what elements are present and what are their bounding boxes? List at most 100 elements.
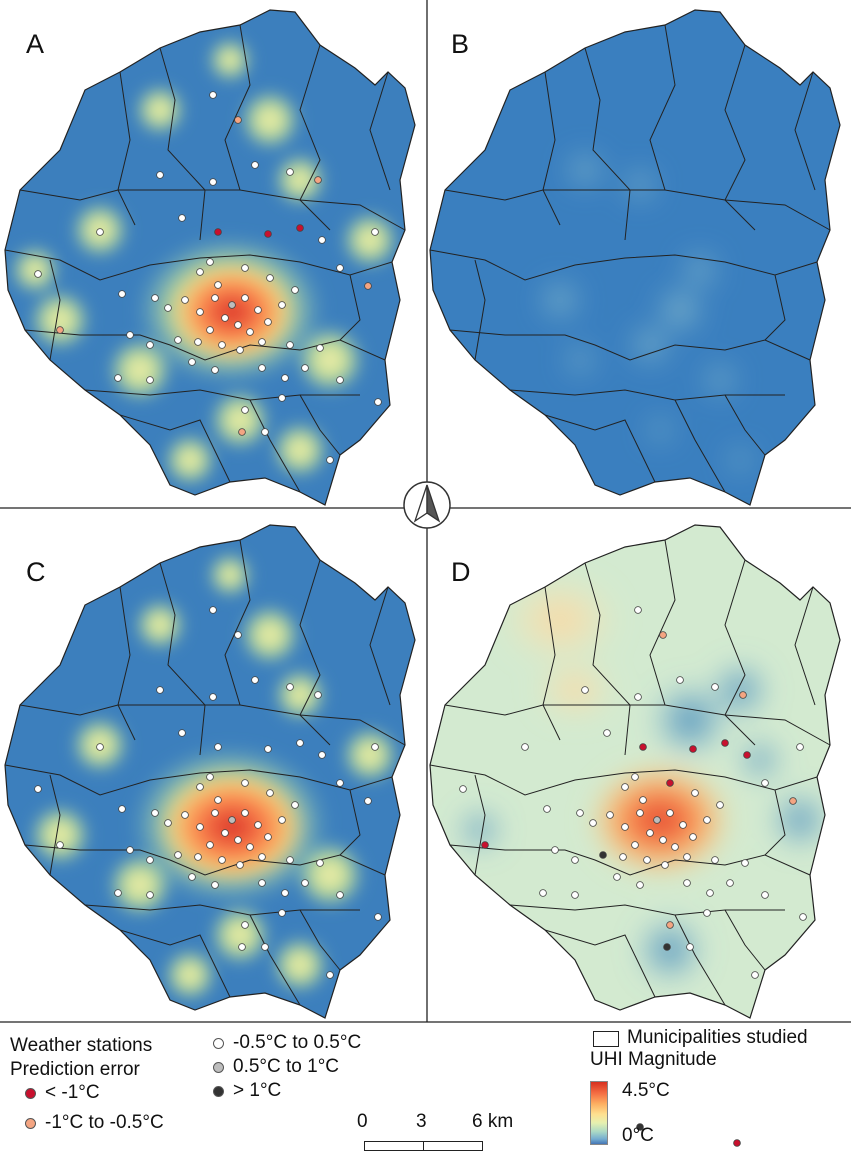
weather-station-point <box>571 856 579 864</box>
weather-station-point <box>174 851 182 859</box>
weather-station-point <box>96 743 104 751</box>
weather-station-point <box>683 879 691 887</box>
weather-station-point <box>653 816 661 824</box>
legend-uhi-max: 4.5°C <box>622 1080 670 1101</box>
weather-station-point <box>228 301 236 309</box>
weather-station-point <box>218 341 226 349</box>
weather-station-point <box>689 745 697 753</box>
weather-station-point <box>214 228 222 236</box>
weather-station-point <box>646 829 654 837</box>
weather-station-point <box>214 796 222 804</box>
weather-station-point <box>278 394 286 402</box>
weather-station-point <box>241 406 249 414</box>
weather-station-point <box>238 428 246 436</box>
weather-station-point <box>761 779 769 787</box>
weather-station-point <box>258 338 266 346</box>
weather-station-point <box>634 606 642 614</box>
weather-station-point <box>209 606 217 614</box>
weather-station-point <box>743 751 751 759</box>
weather-station-point <box>34 270 42 278</box>
weather-station-point <box>236 861 244 869</box>
weather-station-point <box>246 328 254 336</box>
weather-station-point <box>314 691 322 699</box>
legend-municipalities-label: Municipalities studied <box>627 1027 808 1048</box>
weather-station-point <box>181 296 189 304</box>
weather-station-point <box>234 116 242 124</box>
weather-station-point <box>221 829 229 837</box>
scale-tick-6: 6 km <box>472 1111 514 1132</box>
weather-station-point <box>164 304 172 312</box>
weather-station-point <box>631 773 639 781</box>
weather-station-point <box>209 91 217 99</box>
legend-dot-3 <box>213 1038 224 1049</box>
weather-station-point <box>318 236 326 244</box>
panel-d-letter: D <box>451 557 471 587</box>
weather-station-point <box>264 318 272 326</box>
weather-station-point <box>459 785 467 793</box>
weather-station-point <box>733 1139 741 1147</box>
panel-d-boundaries <box>429 539 831 1006</box>
weather-station-point <box>796 743 804 751</box>
weather-station-point <box>211 881 219 889</box>
weather-station-point <box>703 909 711 917</box>
weather-station-point <box>261 943 269 951</box>
weather-station-point <box>254 821 262 829</box>
panel-b-boundaries <box>429 24 831 493</box>
weather-station-point <box>643 856 651 864</box>
weather-station-point <box>194 338 202 346</box>
weather-station-point <box>146 856 154 864</box>
weather-station-point <box>181 811 189 819</box>
weather-station-point <box>211 294 219 302</box>
weather-station-point <box>683 853 691 861</box>
weather-station-point <box>314 176 322 184</box>
legend-stations-title: Weather stations <box>10 1035 153 1056</box>
weather-station-point <box>278 909 286 917</box>
panel-a-boundaries <box>4 24 406 493</box>
weather-station-point <box>543 805 551 813</box>
weather-station-point <box>639 743 647 751</box>
north-arrow-icon <box>403 481 451 529</box>
weather-station-point <box>326 456 334 464</box>
weather-station-point <box>619 853 627 861</box>
weather-station-point <box>238 943 246 951</box>
weather-station-point <box>286 168 294 176</box>
weather-station-point <box>631 841 639 849</box>
uhi-color-ramp <box>590 1081 608 1145</box>
weather-station-point <box>241 294 249 302</box>
weather-station-point <box>218 856 226 864</box>
weather-station-point <box>551 846 559 854</box>
weather-station-point <box>296 739 304 747</box>
weather-station-point <box>214 281 222 289</box>
weather-station-point <box>156 171 164 179</box>
weather-station-point <box>278 301 286 309</box>
weather-station-point <box>196 823 204 831</box>
weather-station-point <box>281 374 289 382</box>
weather-station-point <box>278 816 286 824</box>
weather-station-point <box>281 889 289 897</box>
weather-station-point <box>118 805 126 813</box>
weather-station-point <box>251 161 259 169</box>
weather-station-point <box>209 178 217 186</box>
weather-station-point <box>209 693 217 701</box>
weather-station-point <box>581 686 589 694</box>
weather-station-point <box>234 836 242 844</box>
weather-station-point <box>666 921 674 929</box>
municipality-outline-icon <box>593 1031 619 1047</box>
weather-station-point <box>721 739 729 747</box>
weather-station-point <box>264 833 272 841</box>
weather-station-point <box>261 428 269 436</box>
scale-tick-3: 3 <box>416 1111 427 1132</box>
weather-station-point <box>266 274 274 282</box>
weather-station-point <box>241 779 249 787</box>
weather-station-point <box>126 846 134 854</box>
weather-station-point <box>336 891 344 899</box>
weather-station-point <box>258 879 266 887</box>
weather-station-point <box>676 676 684 684</box>
weather-station-point <box>34 785 42 793</box>
weather-station-point <box>689 833 697 841</box>
weather-station-point <box>211 366 219 374</box>
legend-label-3: -0.5°C to 0.5°C <box>233 1032 362 1053</box>
weather-station-point <box>234 321 242 329</box>
legend-label-1: < -1°C <box>45 1082 100 1103</box>
